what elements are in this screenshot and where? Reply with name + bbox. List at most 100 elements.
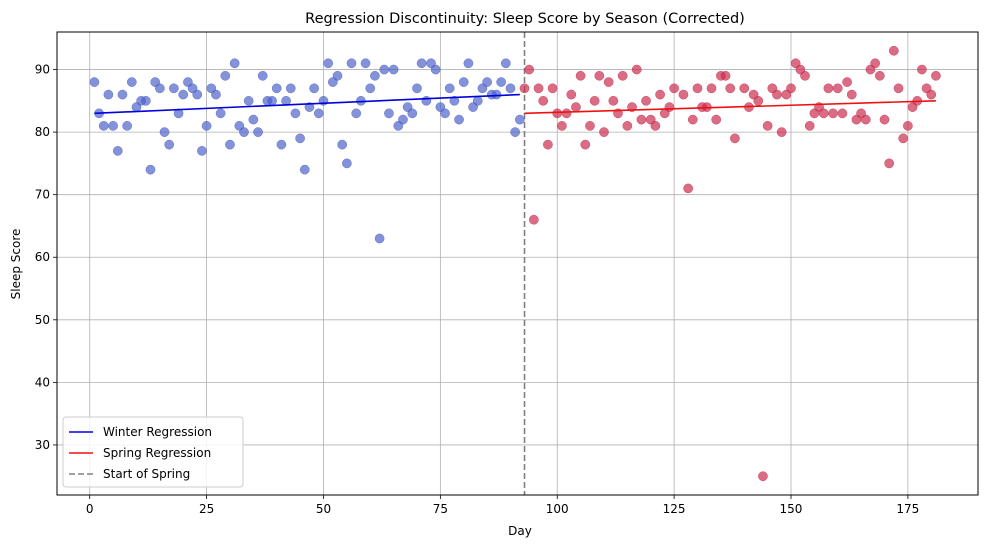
spring-data-point — [828, 108, 838, 119]
winter-data-point — [267, 95, 277, 106]
winter-data-point — [225, 139, 235, 150]
chart-title: Regression Discontinuity: Sleep Score by… — [305, 11, 745, 27]
y-tick-label: 50 — [35, 313, 50, 327]
x-tick-label: 25 — [199, 502, 214, 516]
winter-data-point — [122, 121, 132, 131]
winter-data-point — [346, 58, 357, 69]
spring-data-point — [860, 114, 871, 125]
spring-data-point — [692, 83, 703, 94]
spring-data-point — [669, 83, 679, 94]
winter-data-point — [500, 58, 511, 69]
y-axis-label: Sleep Score — [9, 229, 23, 300]
winter-data-point — [374, 233, 385, 244]
x-tick-label: 150 — [780, 502, 803, 516]
spring-data-point — [730, 133, 740, 144]
spring-data-point — [772, 89, 782, 100]
winter-data-point — [416, 58, 427, 69]
winter-data-point — [211, 89, 221, 100]
x-tick-label: 0 — [86, 502, 94, 516]
spring-data-point — [776, 127, 787, 137]
winter-data-point — [449, 95, 460, 106]
winter-data-point — [342, 158, 352, 169]
spring-data-point — [884, 158, 895, 169]
spring-data-point — [631, 64, 642, 75]
spring-data-point — [818, 108, 829, 119]
spring-data-point — [547, 83, 558, 94]
legend-box — [62, 416, 244, 488]
spring-data-point — [519, 83, 530, 94]
spring-data-point — [589, 95, 600, 106]
winter-data-point — [108, 121, 118, 131]
winter-data-point — [440, 108, 450, 119]
spring-data-point — [800, 70, 810, 81]
winter-data-point — [313, 108, 324, 119]
winter-data-point — [290, 108, 301, 119]
winter-data-point — [276, 139, 287, 150]
winter-data-point — [126, 77, 137, 87]
data-points — [89, 45, 941, 482]
winter-data-point — [407, 108, 418, 119]
spring-data-point — [529, 214, 539, 225]
winter-data-point — [421, 95, 432, 106]
winter-data-point — [295, 133, 305, 144]
spring-data-point — [655, 89, 665, 100]
legend-label: Spring Regression — [103, 446, 211, 460]
spring-data-point — [720, 70, 731, 81]
x-tick-label: 175 — [896, 502, 919, 516]
spring-data-point — [599, 127, 609, 137]
winter-data-point — [510, 127, 521, 137]
x-axis-ticks: 0 25 50 75 100 125 150 175 — [86, 495, 919, 516]
spring-data-point — [594, 70, 605, 81]
winter-data-point — [398, 114, 408, 125]
y-tick-label: 30 — [35, 438, 50, 452]
winter-data-point — [388, 64, 399, 75]
series-spring-points — [519, 45, 941, 482]
y-tick-label: 80 — [35, 125, 50, 139]
x-tick-label: 75 — [433, 502, 448, 516]
spring-data-point — [706, 83, 717, 94]
winter-data-point — [271, 83, 282, 94]
spring-data-point — [524, 64, 535, 75]
spring-data-point — [641, 95, 651, 106]
x-tick-label: 50 — [316, 502, 331, 516]
legend-label: Start of Spring — [103, 467, 190, 481]
winter-data-point — [197, 146, 207, 156]
winter-data-point — [496, 77, 506, 87]
winter-data-point — [239, 127, 249, 137]
spring-data-point — [879, 114, 890, 125]
winter-data-point — [365, 83, 376, 94]
spring-data-point — [762, 121, 773, 131]
plot-area-frame — [56, 31, 979, 496]
spring-data-point — [903, 121, 913, 131]
y-tick-label: 90 — [35, 63, 50, 77]
spring-data-point — [917, 64, 927, 75]
spring-data-point — [538, 95, 549, 106]
spring-data-point — [664, 102, 675, 112]
spring-data-point — [874, 70, 885, 81]
spring-data-point — [683, 183, 693, 194]
series-winter-points — [89, 58, 525, 244]
spring-data-point — [758, 471, 768, 482]
winter-data-point — [384, 108, 394, 119]
winter-regression-line — [94, 93, 520, 115]
spring-data-point — [931, 70, 941, 81]
winter-data-point — [253, 127, 263, 137]
spring-data-point — [870, 58, 880, 69]
legend-label: Winter Regression — [103, 425, 212, 439]
winter-data-point — [463, 58, 474, 69]
winter-data-point — [505, 83, 516, 94]
spring-data-point — [603, 77, 614, 87]
spring-data-point — [585, 121, 595, 131]
winter-data-point — [220, 70, 231, 81]
spring-data-point — [888, 45, 899, 56]
winter-data-point — [299, 164, 310, 175]
spring-data-point — [571, 102, 581, 112]
spring-data-point — [842, 77, 852, 87]
spring-data-point — [823, 83, 834, 94]
winter-data-point — [454, 114, 464, 125]
winter-data-point — [159, 127, 170, 137]
spring-data-point — [739, 83, 750, 94]
spring-data-point — [687, 114, 698, 125]
spring-data-point — [561, 108, 572, 119]
